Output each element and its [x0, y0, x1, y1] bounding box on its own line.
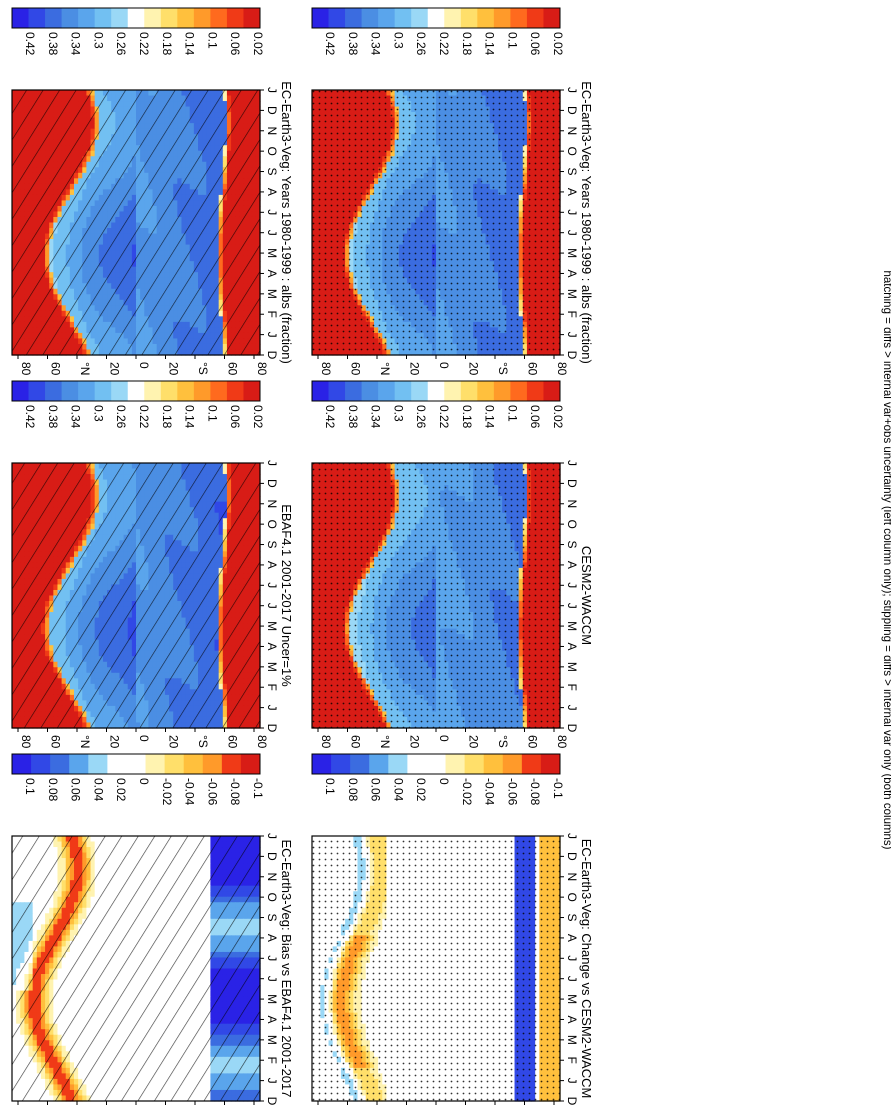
- colorbar: 0.42 0.38 0.34 0.3 0.26 0.22 0.18 0.14 0.1 0.06 0.…: [11, 7, 265, 56]
- panel-left-top: 80 60 °N 20 0 20 °S 60 80 D J F M A M J J A S O N D J EC-Earth3…: [11, 7, 294, 376]
- colorbar-label: 0.14: [183, 32, 197, 56]
- colorbar-label: 0.06: [228, 32, 242, 56]
- colorbar-swatch: [210, 8, 228, 28]
- colorbar-swatch: [226, 8, 244, 28]
- colorbar-label: 0.38: [46, 32, 60, 56]
- colorbar-label: 0.1: [205, 32, 219, 49]
- lat-tick-label: 20: [108, 362, 122, 376]
- colorbar-label: 0.02: [251, 32, 265, 56]
- colorbar-label: 0.42: [23, 32, 37, 56]
- lat-tick-label: 60: [49, 362, 63, 376]
- colorbar-label: 0.22: [137, 32, 151, 56]
- colorbar-label: 0.3: [91, 32, 105, 49]
- month-tick-label: S: [265, 168, 279, 176]
- month-tick-label: M: [265, 248, 279, 258]
- month-tick-label: J: [265, 230, 279, 236]
- colorbar-swatch: [111, 8, 129, 28]
- month-tick-label: J: [265, 332, 279, 338]
- month-tick-label: D: [265, 106, 279, 115]
- colorbar-swatch: [28, 8, 46, 28]
- colorbar-label: 0.34: [69, 32, 83, 56]
- colorbar-frame: [11, 7, 261, 29]
- colorbar-swatch: [177, 8, 195, 28]
- month-tick-label: M: [265, 289, 279, 299]
- colorbar-swatch: [61, 8, 79, 28]
- month-tick-label: F: [265, 311, 279, 318]
- month-tick-label: A: [265, 269, 279, 277]
- colorbar-swatch: [94, 8, 112, 28]
- colorbar-label: 0.18: [160, 32, 174, 56]
- month-tick-label: J: [265, 87, 279, 93]
- colorbar-swatch: [45, 8, 62, 28]
- lat-tick-label: °N: [78, 362, 92, 375]
- month-tick-label: J: [265, 209, 279, 215]
- month-tick-label: A: [265, 188, 279, 196]
- lat-tick-label: 60: [226, 362, 240, 376]
- month-tick-label: N: [265, 126, 279, 135]
- lat-tick-label: 0: [137, 362, 151, 369]
- panels-group: 80 60 °N 20 0 20 °S 60 80 D J F M A M J J A S O N D J EC-Earth3…: [11, 7, 594, 1106]
- colorbar-swatch: [127, 8, 145, 28]
- colorbar-swatch: [12, 8, 29, 28]
- colorbar-swatch: [160, 8, 178, 28]
- lat-tick-label: 20: [167, 362, 181, 376]
- colorbar-label: 0.26: [114, 32, 128, 56]
- month-tick-label: D: [265, 351, 279, 360]
- colorbar-swatch: [78, 8, 96, 28]
- lat-tick-label: 80: [255, 362, 269, 376]
- colorbar-swatch: [193, 8, 211, 28]
- colorbar-swatch: [144, 8, 162, 28]
- panel-title: EC-Earth3-Veg: Years 1980-1999 : albs (f…: [279, 81, 294, 364]
- colorbar-swatch: [243, 8, 261, 28]
- hatch-overlay: [12, 90, 260, 355]
- lat-tick-label: °S: [196, 362, 210, 375]
- lat-tick-label: 80: [19, 362, 33, 376]
- month-tick-label: O: [265, 146, 279, 155]
